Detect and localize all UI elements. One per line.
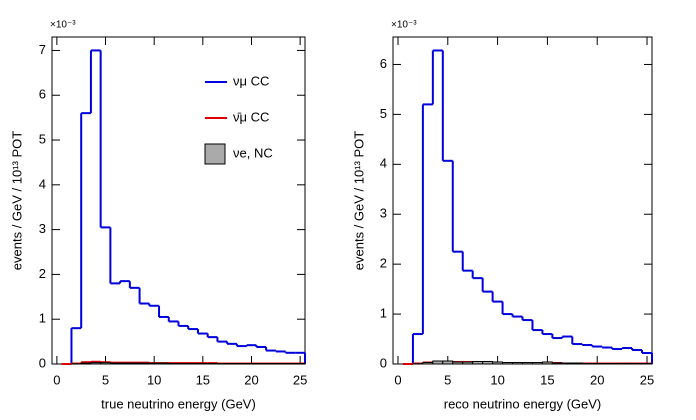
histogram-bin <box>512 362 523 365</box>
y-tick-label: 5 <box>39 131 46 146</box>
histogram-bin <box>422 362 434 365</box>
y-tick-label: 4 <box>39 176 46 191</box>
y-tick-label: 0 <box>380 355 387 370</box>
x-tick-label: 20 <box>244 372 258 387</box>
legend-label: νμ CC <box>233 73 269 88</box>
x-tick-label: 20 <box>590 372 604 387</box>
x-tick-label: 0 <box>53 372 60 387</box>
step-connector <box>411 50 653 364</box>
x-tick-label: 15 <box>540 372 554 387</box>
y-tick-label: 1 <box>39 311 46 326</box>
histogram-bin <box>482 361 494 365</box>
histogram-bin <box>119 362 131 365</box>
histogram-bin <box>502 362 514 365</box>
histogram-bin <box>531 362 543 365</box>
x-tick-label: 25 <box>640 372 654 387</box>
y-tick-label: 6 <box>380 56 387 71</box>
histogram-bin <box>561 362 573 365</box>
x-tick-label: 25 <box>293 372 307 387</box>
y-tick-label: 5 <box>380 106 387 121</box>
y-axis-label: events / GeV / 10¹³ POT <box>9 131 24 270</box>
x-axis-label: true neutrino energy (GeV) <box>101 396 256 411</box>
y-tick-label: 6 <box>39 87 46 102</box>
histogram-bin <box>472 361 484 365</box>
histogram-bin <box>522 362 533 365</box>
x-tick-label: 10 <box>147 372 161 387</box>
y-tick-label: 4 <box>380 156 387 171</box>
y-tick-label: 2 <box>380 256 387 271</box>
histogram-bin <box>80 362 92 365</box>
y-tick-label: 2 <box>39 266 46 281</box>
y-tick-label: 7 <box>39 42 46 57</box>
legend-swatch <box>204 143 226 165</box>
histogram-bin <box>452 361 464 365</box>
histogram-bin <box>100 362 111 365</box>
histogram-bin <box>492 361 504 365</box>
histogram-bin <box>129 362 141 365</box>
y-tick-label: 3 <box>39 221 46 236</box>
histogram-bin <box>462 361 474 365</box>
x-tick-label: 0 <box>394 372 401 387</box>
axis-multiplier: ×10⁻³ <box>391 20 417 31</box>
histogram-bin <box>442 360 454 365</box>
histogram-bin <box>90 362 102 365</box>
histogram-bin <box>109 362 121 365</box>
y-tick-label: 0 <box>39 355 46 370</box>
legend-label: νe, NC <box>233 145 273 160</box>
y-tick-label: 3 <box>380 206 387 221</box>
axis-multiplier: ×10⁻³ <box>50 20 76 31</box>
y-axis-label: events / GeV / 10¹³ POT <box>351 131 366 270</box>
x-tick-label: 10 <box>490 372 504 387</box>
x-tick-label: 5 <box>102 372 109 387</box>
histogram-bin <box>139 362 150 365</box>
legend-label: ν̄μ CC <box>233 109 269 124</box>
histogram-bin <box>571 362 583 365</box>
histogram-bin <box>432 360 444 365</box>
x-axis-label: reco neutrino energy (GeV) <box>444 396 602 411</box>
x-tick-label: 5 <box>444 372 451 387</box>
x-tick-label: 15 <box>196 372 210 387</box>
histogram-bin <box>148 362 160 365</box>
histogram-bin <box>551 362 563 365</box>
y-tick-label: 1 <box>380 306 387 321</box>
step-connector <box>70 50 306 364</box>
histogram-bin <box>158 362 170 365</box>
histogram-bin <box>541 361 553 365</box>
